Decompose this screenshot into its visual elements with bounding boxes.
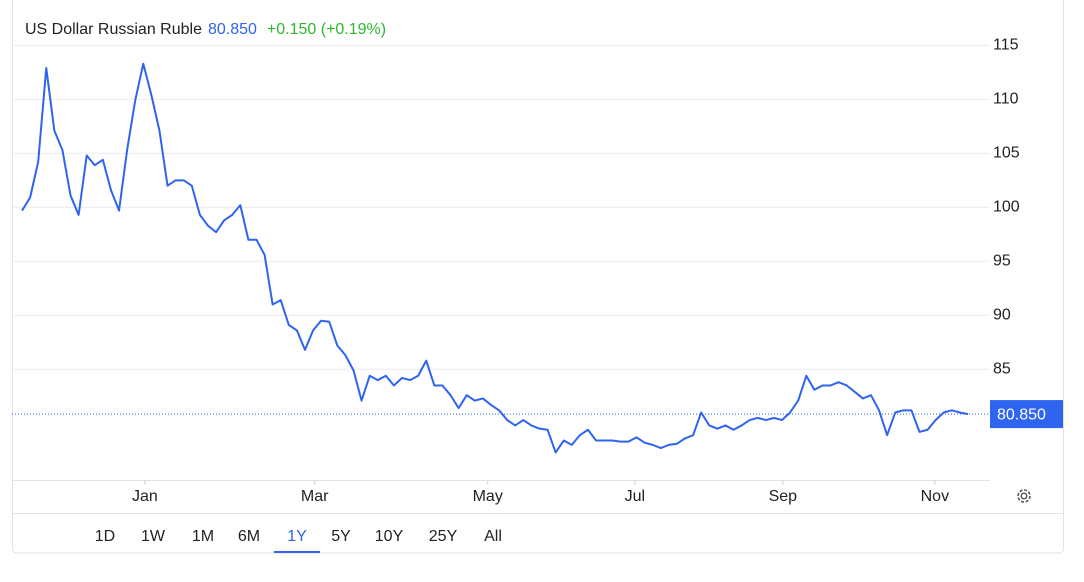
- y-tick-label: 115: [993, 37, 1019, 54]
- y-tick-label: 105: [993, 145, 1020, 162]
- card: [12, 0, 1064, 554]
- x-tick-label: Sep: [769, 488, 798, 505]
- price-change: +0.150 (+0.19%): [267, 21, 386, 38]
- x-tick-label: May: [473, 488, 503, 505]
- range-button[interactable]: 1M: [192, 528, 214, 545]
- y-tick-label: 85: [993, 361, 1011, 378]
- y-tick-label: 90: [993, 307, 1011, 324]
- chart-title: US Dollar Russian Ruble: [25, 21, 202, 38]
- range-button[interactable]: 25Y: [429, 528, 458, 545]
- range-button[interactable]: All: [484, 528, 502, 545]
- price-badge-label: 80.850: [997, 406, 1046, 423]
- price-badge: [990, 400, 1063, 429]
- price: 80.850: [208, 21, 257, 38]
- range-button[interactable]: 1Y: [287, 528, 307, 545]
- range-button[interactable]: 1W: [141, 528, 166, 545]
- x-tick-label: Jan: [132, 488, 158, 505]
- x-tick-label: Nov: [921, 488, 949, 505]
- range-button[interactable]: 1D: [95, 528, 115, 545]
- range-button[interactable]: 6M: [238, 528, 260, 545]
- y-tick-label: 110: [993, 91, 1019, 108]
- range-button[interactable]: 10Y: [375, 528, 404, 545]
- y-tick-label: 95: [993, 253, 1011, 270]
- y-tick-label: 100: [993, 199, 1020, 216]
- settings-icon[interactable]: [1017, 489, 1031, 503]
- x-tick-label: Jul: [625, 488, 645, 505]
- range-button[interactable]: 5Y: [331, 528, 351, 545]
- price-line: [21, 62, 969, 454]
- x-tick-label: Mar: [301, 488, 329, 505]
